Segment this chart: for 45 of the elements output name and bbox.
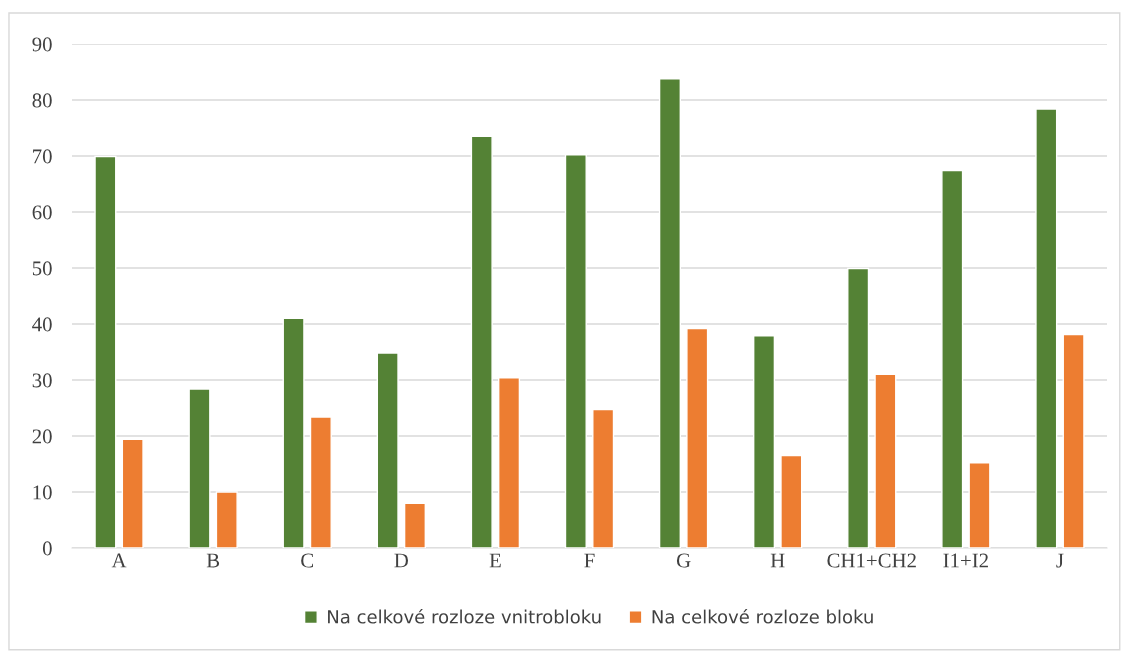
x-tick-label: C [301,553,314,568]
bar [376,352,399,548]
bar [403,502,427,548]
bar [94,155,117,548]
bar [752,335,776,548]
x-tick-label: H [770,553,785,568]
x-tick-label: E [489,553,501,568]
bar [1035,108,1058,548]
legend-label: Na celkové rozloze vnitrobloku [328,608,601,624]
bar [215,491,238,548]
x-tick-label: F [584,553,595,568]
x-tick-label: J [1056,553,1064,568]
bar [968,462,991,548]
bar [686,327,709,548]
y-tick-label: 50 [32,261,52,276]
bar [282,317,305,548]
bar [498,377,521,548]
x-tick-label: A [111,553,127,568]
bar [309,416,332,548]
bar [121,438,144,548]
bar [1062,333,1085,548]
y-tick-label: 40 [32,317,52,332]
bar [780,454,803,548]
y-tick-label: 30 [32,373,52,388]
y-tick-label: 10 [33,485,52,500]
legend-label: Na celkové rozloze bloku [652,608,873,624]
y-tick-label: 70 [33,149,52,164]
x-tick-label: I1+I2 [943,553,988,568]
bar [188,388,211,548]
y-tick-label: 0 [42,541,52,556]
y-tick-label: 80 [32,93,52,108]
x-tick-label: D [394,553,409,568]
x-tick-label: CH1+CH2 [827,553,916,568]
y-tick-label: 90 [32,37,52,52]
bar [470,135,493,548]
y-tick-label: 20 [32,429,52,444]
bar [564,154,587,548]
bar [874,373,897,548]
bar [941,169,964,548]
bar [658,78,681,548]
bar [592,408,615,548]
bar [847,267,870,548]
x-tick-label: B [206,553,220,568]
x-tick-label: G [676,553,691,568]
y-tick-label: 60 [32,205,52,220]
